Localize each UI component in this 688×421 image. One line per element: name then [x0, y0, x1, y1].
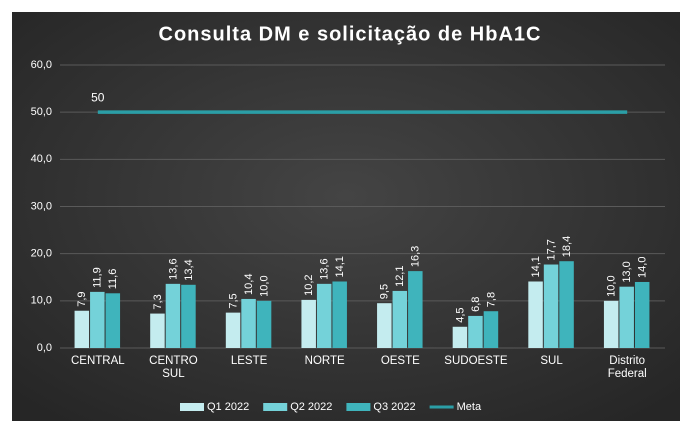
legend-swatch — [346, 403, 371, 411]
data-label: 9,5 — [379, 284, 391, 299]
bar — [165, 283, 181, 348]
data-label: 7,5 — [227, 293, 239, 308]
data-label: 6,8 — [470, 297, 482, 312]
bar — [619, 286, 634, 348]
y-tick-label: 30,0 — [31, 200, 52, 212]
data-label: 13,6 — [167, 258, 179, 279]
y-tick-label: 40,0 — [31, 153, 52, 165]
x-tick-label: NORTE — [304, 355, 345, 367]
bar — [181, 284, 196, 348]
bar — [392, 290, 408, 348]
data-label: 13,6 — [319, 258, 331, 279]
legend-swatch — [263, 403, 288, 411]
chart-title: Consulta DM e solicitação de HbA1C — [159, 23, 542, 45]
data-label: 11,9 — [92, 267, 104, 288]
bar — [377, 303, 392, 348]
bar — [634, 281, 650, 348]
data-label: 10,4 — [243, 274, 255, 295]
x-tick-label: CENTRAL — [70, 355, 125, 367]
x-tick-label: SUL — [540, 355, 563, 367]
data-label: 10,0 — [258, 275, 270, 296]
legend-swatch — [180, 403, 204, 411]
x-tick-label: CENTRO SUL — [149, 355, 198, 380]
background — [12, 12, 680, 421]
y-tick-label: 60,0 — [31, 59, 52, 71]
x-tick-label: Distrito Federal — [607, 355, 647, 380]
legend-label: Q2 2022 — [290, 401, 332, 413]
bar — [332, 281, 347, 348]
data-label: 12,1 — [394, 266, 406, 287]
data-label: 7,9 — [76, 291, 88, 306]
x-tick-label: OESTE — [380, 355, 420, 367]
bar — [603, 300, 619, 348]
bar — [256, 300, 272, 348]
data-label: 14,1 — [530, 256, 542, 277]
data-label: 13,4 — [183, 259, 195, 280]
y-tick-label: 0,0 — [37, 342, 52, 354]
data-label: 50 — [91, 90, 105, 104]
bar — [301, 299, 316, 348]
y-tick-label: 10,0 — [31, 295, 52, 307]
bar — [74, 310, 90, 348]
data-label: 14,1 — [334, 256, 346, 277]
bar — [543, 264, 559, 348]
bar — [241, 298, 256, 348]
bar — [316, 283, 332, 348]
data-label: 11,6 — [107, 269, 119, 290]
x-tick-label: LESTE — [230, 355, 268, 367]
legend-label: Q3 2022 — [373, 401, 415, 413]
data-label: 7,8 — [485, 292, 497, 307]
y-tick-label: 20,0 — [31, 248, 52, 260]
bar — [150, 313, 165, 348]
data-label: 4,5 — [454, 307, 466, 322]
data-label: 7,3 — [152, 294, 164, 309]
data-label: 16,3 — [410, 246, 422, 267]
bar — [559, 261, 574, 348]
data-label: 10,0 — [606, 275, 618, 296]
bar — [105, 293, 121, 348]
bar — [408, 271, 423, 348]
bar — [225, 312, 241, 348]
legend-label: Meta — [457, 401, 482, 413]
data-label: 13,0 — [621, 261, 633, 282]
bar — [528, 281, 543, 348]
data-label: 10,2 — [303, 274, 315, 295]
data-label: 18,4 — [561, 236, 573, 257]
bar — [468, 315, 483, 348]
bar — [483, 311, 499, 348]
data-label: 14,0 — [637, 257, 649, 278]
bar — [90, 291, 105, 348]
x-tick-label: SUDOESTE — [444, 355, 508, 367]
data-label: 17,7 — [545, 239, 557, 260]
legend-label: Q1 2022 — [207, 401, 249, 413]
y-tick-label: 50,0 — [31, 106, 52, 118]
bar — [452, 326, 468, 348]
